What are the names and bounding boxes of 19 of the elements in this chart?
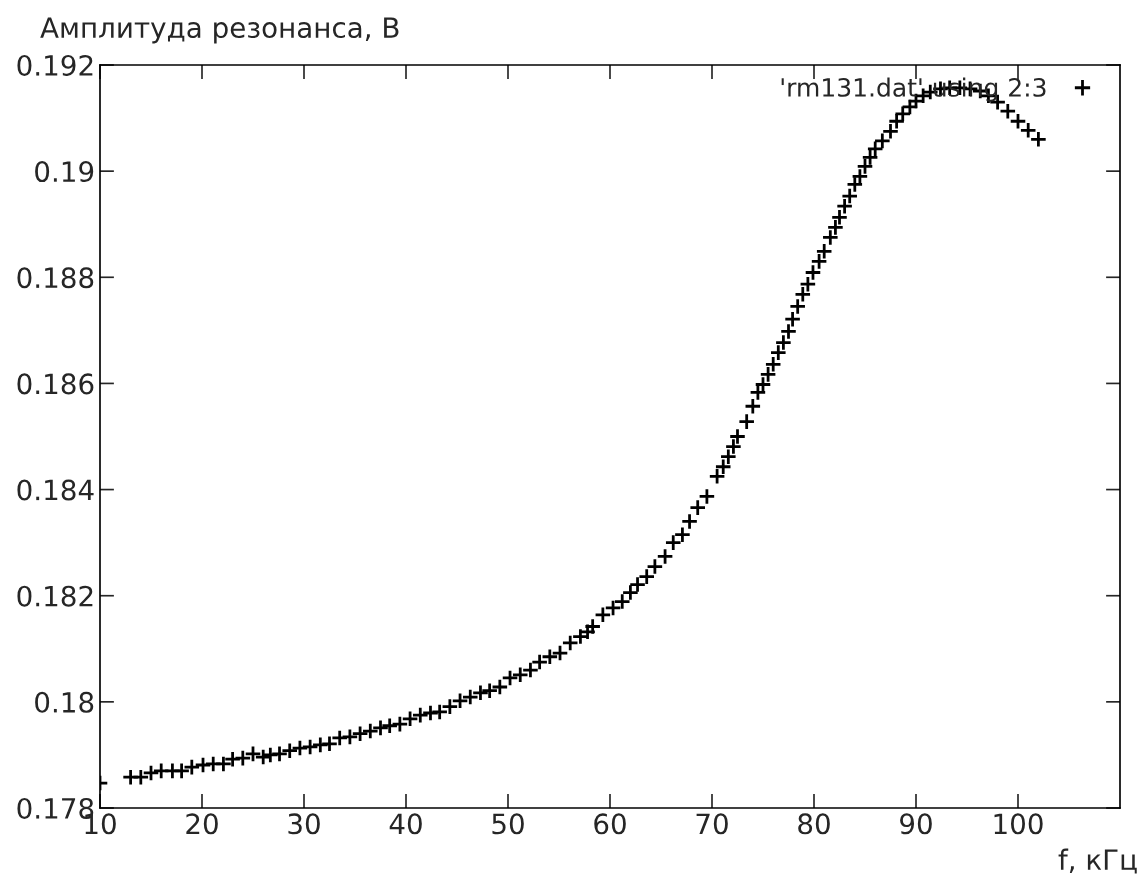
y-axis-title: Амплитуда резонанса, В: [40, 17, 399, 44]
legend-label: 'rm131.dat' using 2:3: [781, 77, 1046, 102]
y-tick-label: 0.192: [17, 54, 93, 76]
x-tick-label: 20: [186, 813, 218, 835]
x-axis-title: f, кГц: [1058, 848, 1137, 874]
x-tick-label: 60: [594, 813, 626, 835]
x-tick-label: 70: [696, 813, 728, 835]
y-tick-label: 0.188: [17, 267, 94, 289]
y-tick-label: 0.19: [35, 161, 94, 183]
y-tick-label: 0.186: [17, 373, 94, 395]
x-tick-label: 80: [798, 813, 830, 835]
x-tick-label: 40: [389, 813, 422, 835]
x-tick-label: 90: [900, 813, 932, 835]
y-tick-label: 0.182: [17, 585, 93, 607]
y-tick-label: 0.184: [17, 479, 94, 501]
y-tick-label: 0.18: [35, 691, 94, 713]
x-tick-label: 50: [492, 813, 524, 835]
x-tick-label: 100: [994, 813, 1043, 835]
x-tick-label: 30: [288, 813, 320, 835]
